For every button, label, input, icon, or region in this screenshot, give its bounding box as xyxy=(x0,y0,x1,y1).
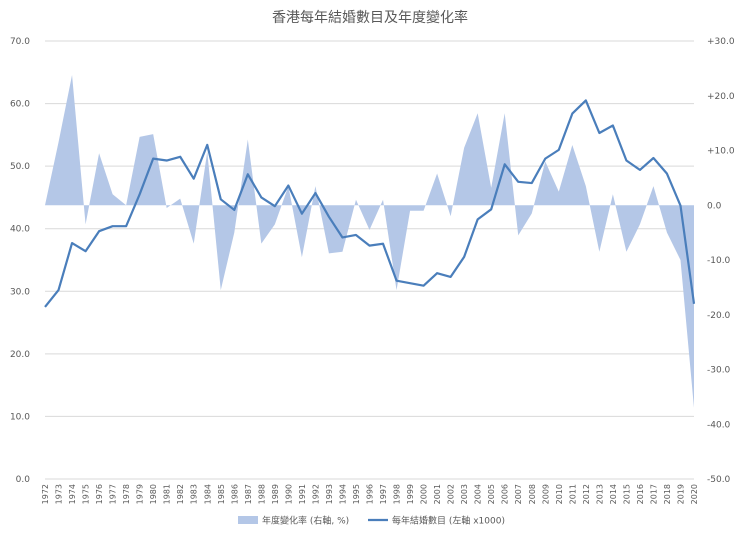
x-tick-label: 1998 xyxy=(393,484,402,504)
x-tick-label: 2006 xyxy=(501,484,510,504)
x-tick-label: 2013 xyxy=(595,484,604,504)
x-tick-label: 1980 xyxy=(149,484,158,504)
x-tick-label: 2007 xyxy=(514,484,523,504)
marriage-count-line-layer xyxy=(44,99,696,308)
left-tick-label: 50.0 xyxy=(10,162,30,172)
x-tick-label: 1986 xyxy=(230,484,239,504)
x-tick-label: 2012 xyxy=(582,484,591,504)
right-tick-label: -20.0 xyxy=(707,311,731,321)
x-tick-label: 1984 xyxy=(203,484,212,504)
chart-title: 香港每年結婚數目及年度變化率 xyxy=(272,9,468,26)
x-tick-label: 2010 xyxy=(555,484,564,504)
x-tick-label: 2020 xyxy=(690,484,699,504)
legend: 年度變化率 (右軸, %) 每年結婚數目 (左軸 x1000) xyxy=(238,515,505,527)
x-tick-label: 1993 xyxy=(325,484,334,504)
legend-label-area: 年度變化率 (右軸, %) xyxy=(262,515,349,527)
x-tick-label: 1985 xyxy=(217,484,226,504)
x-tick-label: 1997 xyxy=(379,484,388,504)
right-tick-label: -40.0 xyxy=(707,420,731,430)
x-tick-label: 1981 xyxy=(163,484,172,504)
x-tick-label: 1972 xyxy=(41,484,50,504)
left-tick-label: 20.0 xyxy=(10,350,30,360)
change-rate-area-layer xyxy=(45,74,694,408)
x-tick-label: 1989 xyxy=(271,484,280,504)
x-tick-label: 1995 xyxy=(352,484,361,504)
x-tick-label: 2015 xyxy=(622,484,631,504)
x-tick-label: 1990 xyxy=(284,484,293,504)
x-tick-label: 2000 xyxy=(420,484,429,504)
x-tick-label: 1974 xyxy=(68,484,77,504)
change-rate-area xyxy=(45,74,694,408)
right-tick-label: -50.0 xyxy=(707,475,731,485)
left-tick-label: 0.0 xyxy=(16,475,31,485)
x-tick-label: 1994 xyxy=(338,484,347,504)
x-tick-label: 1987 xyxy=(244,484,253,504)
x-tick-label: 2004 xyxy=(474,484,483,504)
x-tick-label: 2003 xyxy=(460,484,469,504)
x-tick-label: 2005 xyxy=(487,484,496,504)
x-tick-label: 1976 xyxy=(95,484,104,504)
right-tick-label: -10.0 xyxy=(707,256,731,266)
x-tick-label: 1979 xyxy=(136,484,145,504)
x-tick-label: 1992 xyxy=(311,484,320,504)
x-tick-label: 2001 xyxy=(433,484,442,504)
legend-swatch-area xyxy=(238,516,258,524)
x-tick-label: 1999 xyxy=(406,484,415,504)
marriage-count-line xyxy=(44,99,696,308)
x-tick-label: 2017 xyxy=(649,484,658,504)
x-tick-label: 1978 xyxy=(122,484,131,504)
x-tick-label: 2008 xyxy=(528,484,537,504)
left-tick-label: 70.0 xyxy=(10,37,30,47)
x-tick-label: 1982 xyxy=(176,484,185,504)
right-tick-label: +30.0 xyxy=(707,37,735,47)
left-axis-ticks: 0.0 10.0 20.0 30.0 40.0 50.0 60.0 70.0 xyxy=(10,37,30,485)
x-tick-label: 1996 xyxy=(366,484,375,504)
x-tick-label: 2009 xyxy=(541,484,550,504)
right-tick-label: -30.0 xyxy=(707,366,731,376)
x-tick-label: 1975 xyxy=(82,484,91,504)
x-tick-label: 1991 xyxy=(298,484,307,504)
right-axis-ticks: -50.0 -40.0 -30.0 -20.0 -10.0 0.0 +10.0 +20.0 +3… xyxy=(707,37,735,485)
x-tick-label: 1977 xyxy=(109,484,118,504)
right-tick-label: 0.0 xyxy=(707,201,722,211)
x-axis-ticks: 1972 1973 1974 1975 1976 1977 1978 1979 1980 1981… xyxy=(41,484,699,504)
x-tick-label: 1983 xyxy=(190,484,199,504)
x-tick-label: 2016 xyxy=(636,484,645,504)
legend-label-line: 每年結婚數目 (左軸 x1000) xyxy=(392,515,505,527)
x-tick-label: 2002 xyxy=(447,484,456,504)
left-tick-label: 10.0 xyxy=(10,412,30,422)
x-tick-label: 2018 xyxy=(663,484,672,504)
gridlines xyxy=(45,40,694,480)
right-tick-label: +20.0 xyxy=(707,92,735,102)
x-tick-label: 1988 xyxy=(257,484,266,504)
left-tick-label: 40.0 xyxy=(10,225,30,235)
right-tick-label: +10.0 xyxy=(707,147,735,157)
left-tick-label: 30.0 xyxy=(10,287,30,297)
x-tick-label: 2014 xyxy=(609,484,618,504)
x-tick-label: 1973 xyxy=(55,484,64,504)
x-tick-label: 2019 xyxy=(676,484,685,504)
x-tick-label: 2011 xyxy=(568,484,577,504)
left-tick-label: 60.0 xyxy=(10,100,30,110)
